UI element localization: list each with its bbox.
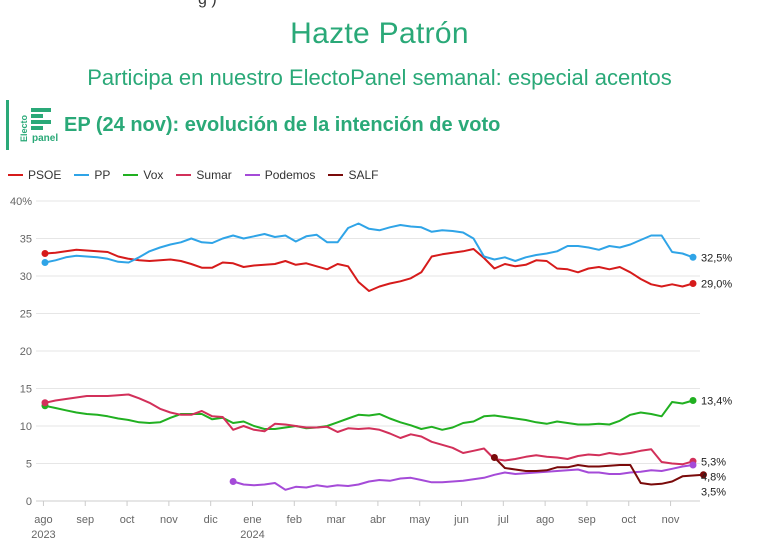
legend-swatch — [328, 174, 344, 176]
legend-item-sumar[interactable]: Sumar — [176, 168, 232, 182]
chart-legend: PSOE PP Vox Sumar Podemos SALF — [8, 168, 391, 182]
legend-item-psoe[interactable]: PSOE — [8, 168, 61, 182]
header-accent-bar — [6, 100, 9, 150]
x-tick-label: feb — [287, 514, 302, 526]
logo-text-horizontal: panel — [32, 133, 58, 144]
top-cropped-text: g ) — [198, 0, 217, 9]
series-end-point-pp — [689, 253, 697, 261]
end-value-label-sumar: 5,3% — [701, 456, 726, 468]
series-start-point-pp — [41, 259, 49, 266]
x-tick-label: jul — [497, 514, 509, 526]
series-end-point-podemos — [689, 461, 697, 469]
x-tick-label: ago — [34, 514, 52, 526]
x-tick-year-label: 2023 — [31, 529, 55, 541]
x-tick-label: nov — [662, 514, 680, 526]
end-value-label-psoe: 29,0% — [701, 279, 732, 291]
legend-label: Sumar — [196, 168, 232, 182]
x-tick-label: ago — [536, 514, 554, 526]
legend-item-vox[interactable]: Vox — [123, 168, 163, 182]
series-start-point-podemos — [229, 478, 237, 485]
x-tick-year-label: 2024 — [240, 529, 264, 541]
legend-swatch — [244, 174, 260, 176]
y-tick-label: 40% — [10, 196, 32, 208]
series-end-point-salf — [699, 471, 707, 479]
x-tick-label: sep — [76, 514, 94, 526]
end-value-label-salf: 3,5% — [701, 486, 726, 498]
page-title: Hazte Patrón — [290, 17, 469, 50]
x-tick-label: oct — [621, 514, 636, 526]
line-chart: 0 5 10 15 20 25 30 35 40% ago 2023 sep oct nov dic ene 2… — [10, 196, 732, 541]
y-tick-label: 10 — [20, 421, 32, 433]
series-end-point-psoe — [689, 280, 697, 287]
x-tick-label: oct — [120, 514, 135, 526]
legend-label: PSOE — [28, 168, 62, 182]
y-tick-label: 15 — [20, 384, 32, 396]
series-start-point-sumar — [41, 399, 49, 407]
legend-swatch — [74, 174, 90, 176]
logo-text-vertical: Electo — [19, 114, 29, 142]
series-line-salf — [493, 456, 704, 486]
end-value-label-podemos: 4,8% — [701, 471, 726, 483]
electopanel-logo-icon: Electo panel — [19, 108, 58, 144]
x-tick-label: abr — [370, 514, 386, 526]
x-tick-label: sep — [578, 514, 596, 526]
series-start-point-salf — [490, 454, 498, 461]
legend-label: SALF — [348, 168, 379, 182]
y-tick-label: 30 — [20, 271, 32, 283]
y-tick-label: 20 — [20, 346, 32, 358]
series-end-point-vox — [689, 397, 697, 404]
end-value-label-vox: 13,4% — [701, 396, 732, 408]
legend-swatch — [176, 174, 192, 176]
series-line-psoe — [44, 248, 694, 292]
series-start-point-psoe — [41, 250, 49, 257]
series-line-pp — [44, 222, 694, 264]
end-value-label-pp: 32,5% — [701, 252, 732, 264]
page-subtitle: Participa en nuestro ElectoPanel semanal… — [87, 65, 672, 90]
chart-title: EP (24 nov): evolución de la intención d… — [64, 114, 501, 136]
series-line-sumar — [44, 393, 694, 466]
x-tick-label: mar — [327, 514, 346, 526]
legend-item-pp[interactable]: PP — [74, 168, 110, 182]
x-tick-label: dic — [204, 514, 219, 526]
legend-label: Podemos — [264, 168, 316, 182]
chart-header: Electo panel EP (24 nov): evolución de l… — [6, 100, 746, 150]
legend-swatch — [8, 174, 23, 176]
x-tick-label: nov — [160, 514, 178, 526]
legend-label: Vox — [143, 168, 164, 182]
y-tick-label: 5 — [26, 459, 32, 471]
x-tick-label: ene — [243, 514, 261, 526]
x-tick-label: jun — [453, 514, 469, 526]
y-tick-label: 35 — [20, 234, 32, 246]
legend-label: PP — [94, 168, 111, 182]
y-tick-label: 25 — [20, 309, 32, 321]
legend-swatch — [123, 174, 139, 176]
series-line-vox — [44, 399, 694, 431]
legend-item-podemos[interactable]: Podemos — [244, 168, 316, 182]
legend-item-salf[interactable]: SALF — [328, 168, 378, 182]
y-tick-label: 0 — [26, 496, 32, 508]
series-line-podemos — [232, 464, 694, 491]
x-tick-label: may — [409, 514, 430, 526]
